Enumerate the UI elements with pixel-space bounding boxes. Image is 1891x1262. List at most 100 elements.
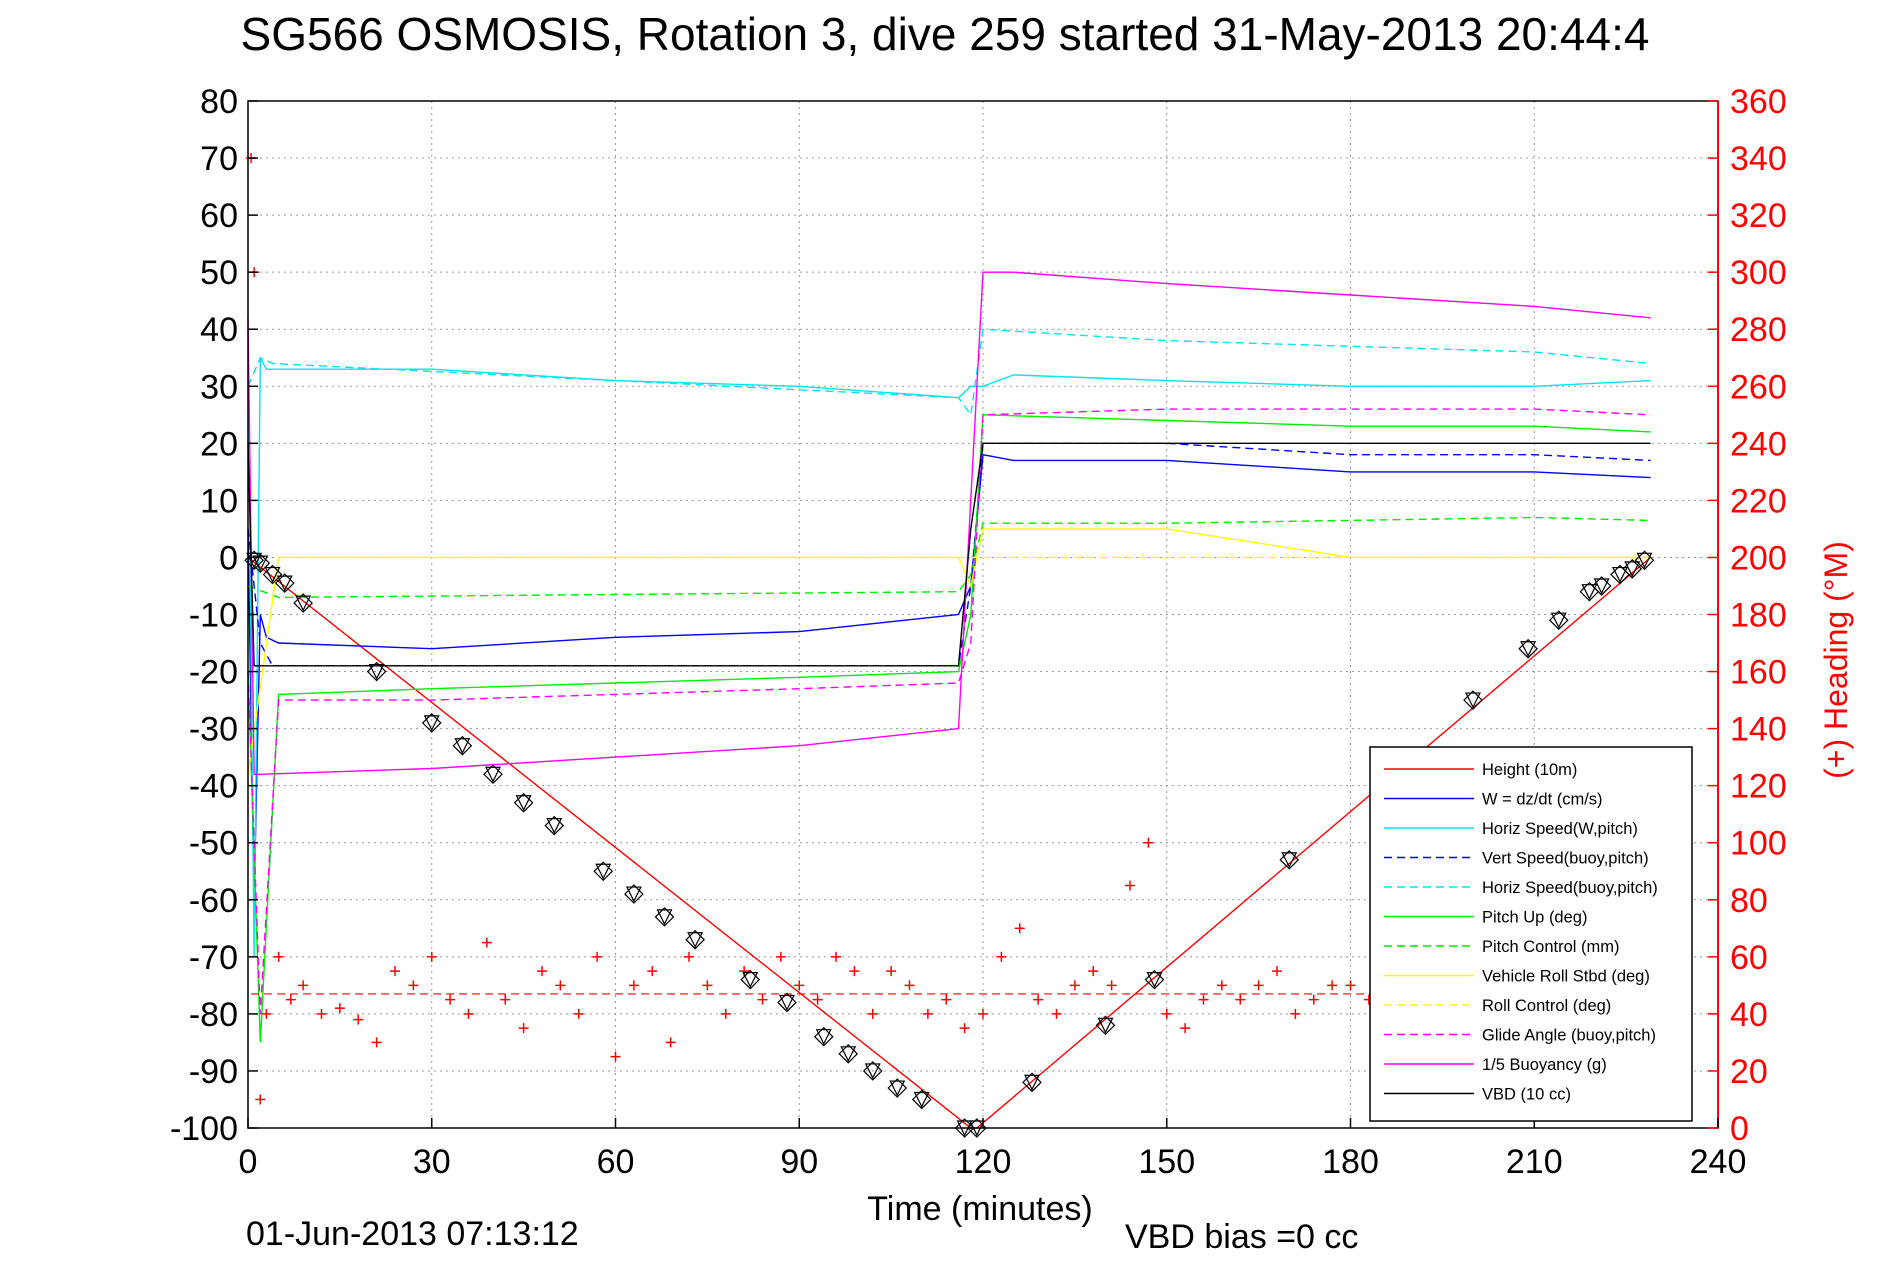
heading-point (273, 951, 284, 962)
legend-box (1369, 746, 1693, 1122)
height-marker (544, 815, 565, 836)
heading-point (518, 1023, 529, 1034)
height-marker (293, 593, 313, 613)
legend-entry: Horiz Speed(W,pitch) (1384, 820, 1638, 838)
heading-point (1216, 980, 1227, 991)
height-marker (740, 969, 761, 990)
legend-label: Horiz Speed(W,pitch) (1482, 820, 1638, 838)
legend-label: Pitch Up (deg) (1482, 909, 1587, 927)
height-marker (366, 661, 387, 682)
heading-point (978, 1008, 988, 1019)
legend-entry: Horiz Speed(buoy,pitch) (1384, 879, 1658, 897)
heading-point (794, 980, 805, 991)
heading-point (390, 966, 400, 977)
heading-point (941, 994, 952, 1005)
heading-point (1106, 980, 1117, 991)
x-axis-label: Time (minutes) (867, 1190, 1092, 1228)
heading-point (628, 980, 639, 991)
heading-point (1033, 994, 1044, 1005)
heading-point (500, 994, 511, 1005)
y-left-tick-label: -70 (189, 939, 238, 977)
height-marker (1279, 849, 1300, 870)
heading-point (904, 980, 915, 991)
y-left-tick-label: -50 (189, 825, 238, 863)
heading-point (255, 1094, 266, 1105)
heading-point (720, 1008, 731, 1019)
height-marker (593, 861, 614, 882)
x-tick-label: 210 (1506, 1143, 1563, 1181)
series-line-9 (247, 408, 1651, 1014)
heading-point (831, 951, 841, 962)
legend-label: VBD (10 cc) (1482, 1086, 1571, 1104)
height-marker (1548, 610, 1569, 631)
y-right-tick-label: 120 (1730, 768, 1787, 806)
height-marker (777, 992, 797, 1013)
x-tick-label: 30 (413, 1143, 451, 1181)
y-left-tick-label: -90 (189, 1053, 238, 1091)
y-left-tick-label: 30 (200, 368, 238, 406)
y-right-tick-label: 320 (1730, 197, 1787, 235)
height-marker (262, 564, 283, 585)
x-tick-label: 150 (1138, 1143, 1195, 1181)
x-tick-label: 120 (955, 1143, 1012, 1181)
heading-point (298, 980, 309, 991)
legend-label: W = dz/dt (cm/s) (1482, 791, 1603, 809)
legend-entry: Pitch Up (deg) (1384, 909, 1587, 927)
heading-point (1088, 966, 1099, 977)
heading-point (610, 1051, 621, 1062)
series-line-4 (247, 328, 1651, 417)
y-right-tick-label: 80 (1730, 882, 1768, 920)
y-right-tick-label: 260 (1730, 368, 1787, 406)
legend-label: Height (10m) (1482, 761, 1577, 779)
y-right-tick-label: 160 (1730, 654, 1787, 692)
series-line-2 (247, 329, 1651, 957)
heading-point (316, 1008, 327, 1019)
y-right-tick-label: 180 (1730, 597, 1787, 635)
y-left-tick-label: -80 (189, 996, 238, 1034)
heading-point (1198, 994, 1209, 1005)
y-right-tick-label: 280 (1730, 311, 1787, 349)
height-marker (274, 573, 295, 593)
legend: Height (10m) W = dz/dt (cm/s) Horiz Speed(… (1369, 746, 1693, 1122)
legend-label: Vert Speed(buoy,pitch) (1482, 850, 1649, 868)
y-left-tick-label: 20 (200, 425, 238, 463)
y-right-tick-label: 40 (1730, 996, 1768, 1034)
y-right-tick-label: 140 (1730, 711, 1787, 749)
y-right-tick-label: 220 (1730, 482, 1787, 520)
heading-point (665, 1037, 676, 1048)
height-marker (838, 1043, 859, 1064)
legend-entry: Vehicle Roll Stbd (deg) (1384, 968, 1650, 986)
legend-entry: Glide Angle (buoy,pitch) (1384, 1027, 1656, 1045)
height-marker (911, 1089, 932, 1110)
y-right-axis-label: (+) Heading (°M) (1818, 541, 1854, 779)
legend-entry: 1/5 Buoyancy (g) (1384, 1056, 1607, 1074)
heading-point (684, 951, 694, 962)
y-left-tick-label: -10 (189, 597, 238, 635)
heading-point (445, 994, 456, 1005)
heading-point (555, 980, 566, 991)
heading-point (463, 1008, 474, 1019)
heading-point (426, 951, 437, 962)
y-left-tick-label: 50 (200, 254, 238, 292)
y-right-tick-label: 60 (1730, 939, 1768, 977)
legend-entry: W = dz/dt (cm/s) (1384, 791, 1603, 809)
y-left-tick-label: 70 (200, 140, 238, 178)
x-tick-label: 90 (780, 1143, 818, 1181)
y-right-tick-label: 240 (1730, 425, 1787, 463)
heading-point (261, 1008, 272, 1019)
height-marker (1591, 576, 1612, 596)
heading-point (1014, 923, 1025, 934)
height-marker (654, 907, 675, 927)
heading-point (481, 937, 492, 948)
heading-point (1051, 1008, 1062, 1019)
height-marker (1095, 1015, 1116, 1036)
heading-point (775, 951, 786, 962)
series-line-5 (247, 414, 1651, 1043)
heading-point (573, 1008, 584, 1019)
legend-entry: Roll Control (deg) (1384, 997, 1611, 1015)
y-left-tick-label: 40 (200, 311, 238, 349)
heading-point (959, 1023, 970, 1034)
y-right-tick-label: 20 (1730, 1053, 1768, 1091)
chart-title: SG566 OSMOSIS, Rotation 3, dive 259 star… (241, 8, 1650, 60)
